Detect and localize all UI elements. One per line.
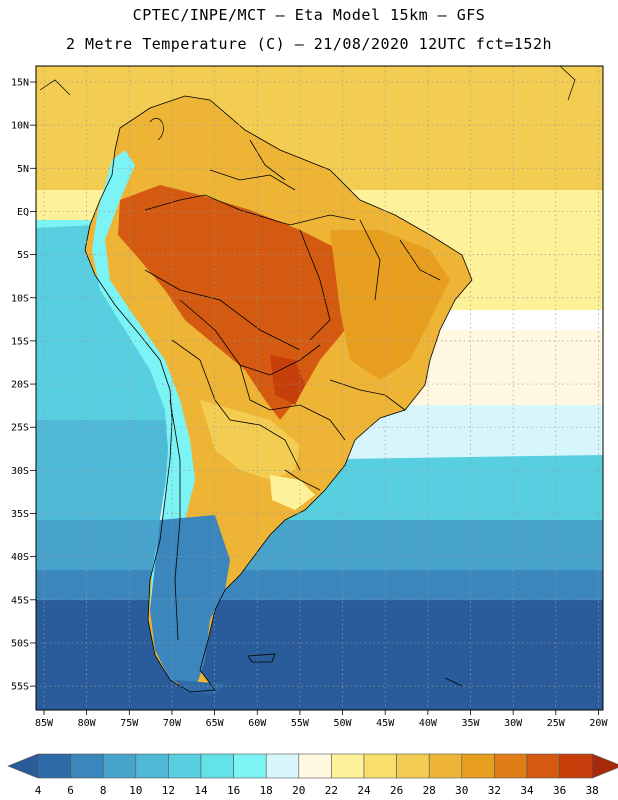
colorbar-label: 28	[423, 784, 436, 797]
colorbar-label: 18	[260, 784, 273, 797]
colorbar-min-arrow	[7, 753, 39, 779]
colorbar-swatch	[559, 753, 593, 779]
ocean-band-south-deep	[36, 570, 603, 600]
colorbar-label: 10	[129, 784, 142, 797]
lon-label: 20W	[589, 718, 608, 729]
colorbar-swatch	[135, 753, 169, 779]
colorbar-label: 36	[553, 784, 566, 797]
lat-label: 25S	[11, 423, 29, 434]
colorbar-swatch	[265, 753, 300, 779]
lon-label: 75W	[120, 718, 139, 729]
map-title: CPTEC/INPE/MCT – Eta Model 15km – GFS	[132, 6, 486, 24]
uruguay-cool	[270, 475, 315, 510]
lon-label: 65W	[206, 718, 225, 729]
lon-label: 55W	[291, 718, 310, 729]
southern-cone-warm	[200, 400, 300, 480]
lat-label: 5N	[17, 164, 29, 175]
lat-label: 15N	[11, 78, 29, 89]
pantanal-hottest	[270, 355, 305, 405]
lon-label: 25W	[547, 718, 566, 729]
lon-label: 40W	[419, 718, 438, 729]
colorbar-label: 26	[390, 784, 403, 797]
longitude-labels: 85W 80W 75W 70W 65W 60W 55W 50W 45W 40W 35W 30W 25W 2…	[35, 710, 608, 729]
colorbar-swatch	[428, 753, 463, 779]
andes-cold-strip	[92, 150, 195, 640]
colorbar-swatch	[168, 753, 202, 779]
colorbar-swatch	[526, 753, 560, 779]
colorbar-label: 34	[520, 784, 534, 797]
lat-label: 30S	[11, 466, 29, 477]
colorbar-label: 24	[357, 784, 371, 797]
colorbar-swatch	[363, 753, 397, 779]
falklands	[247, 653, 276, 663]
temperature-map: 15N 10N 5N EQ 5S 10S 15S 20S 25S 30S 35S 40S 45S 50S 5…	[11, 65, 608, 729]
lat-label: 10S	[11, 293, 29, 304]
colorbar-label: 32	[488, 784, 501, 797]
temperature-colorbar: 4 6 8 10 12 14 16 18 20 22 24 26 28 30 32 34 36 38	[7, 753, 618, 797]
colorbar-swatch	[494, 753, 528, 779]
lat-label: 10N	[11, 121, 29, 132]
northeast-warm	[330, 230, 450, 380]
ocean-atlantic-cyan	[270, 455, 603, 540]
colorbar-label: 22	[325, 784, 338, 797]
colorbar-swatch	[200, 753, 234, 779]
colorbar-swatch	[331, 753, 365, 779]
map-frame	[35, 65, 604, 711]
colorbar-swatch	[396, 753, 430, 779]
colorbar-label: 12	[162, 784, 175, 797]
colorbar-label: 16	[227, 784, 240, 797]
lat-label: 55S	[11, 682, 29, 693]
colorbar-label: 38	[586, 784, 599, 797]
patagonia-cold	[150, 515, 230, 690]
lon-label: 50W	[334, 718, 353, 729]
colorbar-swatch	[70, 753, 104, 779]
colorbar-swatches	[7, 753, 618, 779]
lat-label: 45S	[11, 595, 29, 606]
lon-label: 35W	[461, 718, 480, 729]
colorbar-label: 6	[67, 784, 74, 797]
country-borders	[84, 95, 473, 693]
lat-label: EQ	[17, 207, 29, 218]
colorbar-label: 30	[455, 784, 468, 797]
map-gridlines	[36, 66, 603, 710]
ocean-band-south	[36, 600, 603, 710]
lon-label: 70W	[163, 718, 182, 729]
lon-label: 80W	[78, 718, 97, 729]
lat-label: 5S	[17, 250, 29, 261]
map-field	[36, 66, 603, 710]
lat-label: 40S	[11, 552, 29, 563]
ocean-mid-cyan	[36, 420, 175, 520]
lon-label: 85W	[35, 718, 54, 729]
colorbar-label: 8	[100, 784, 107, 797]
colorbar-swatch	[37, 753, 71, 779]
lon-label: 60W	[248, 718, 267, 729]
colorbar-max-arrow	[591, 753, 618, 779]
lat-label: 20S	[11, 380, 29, 391]
lat-label: 15S	[11, 336, 29, 347]
lon-label: 45W	[376, 718, 395, 729]
map-subtitle: 2 Metre Temperature (C) – 21/08/2020 12U…	[65, 35, 553, 53]
colorbar-swatch	[102, 753, 137, 779]
latitude-labels: 15N 10N 5N EQ 5S 10S 15S 20S 25S 30S 35S 40S 45S 50S 5…	[11, 78, 36, 693]
amazon-hot-core	[118, 185, 360, 420]
lat-label: 35S	[11, 509, 29, 520]
colorbar-labels: 4 6 8 10 12 14 16 18 20 22 24 26 28 30 32 34 36 38	[35, 784, 599, 797]
ocean-pacific-cyan	[36, 225, 175, 420]
colorbar-swatch	[461, 753, 495, 779]
colorbar-swatch	[233, 753, 267, 779]
colorbar-label: 20	[292, 784, 305, 797]
coastal-details	[39, 66, 576, 687]
colorbar-label: 14	[194, 784, 208, 797]
colorbar-label: 4	[35, 784, 42, 797]
colorbar-swatch	[298, 753, 332, 779]
ocean-band-south-mid	[36, 520, 603, 570]
lon-label: 30W	[504, 718, 523, 729]
lat-label: 50S	[11, 638, 29, 649]
